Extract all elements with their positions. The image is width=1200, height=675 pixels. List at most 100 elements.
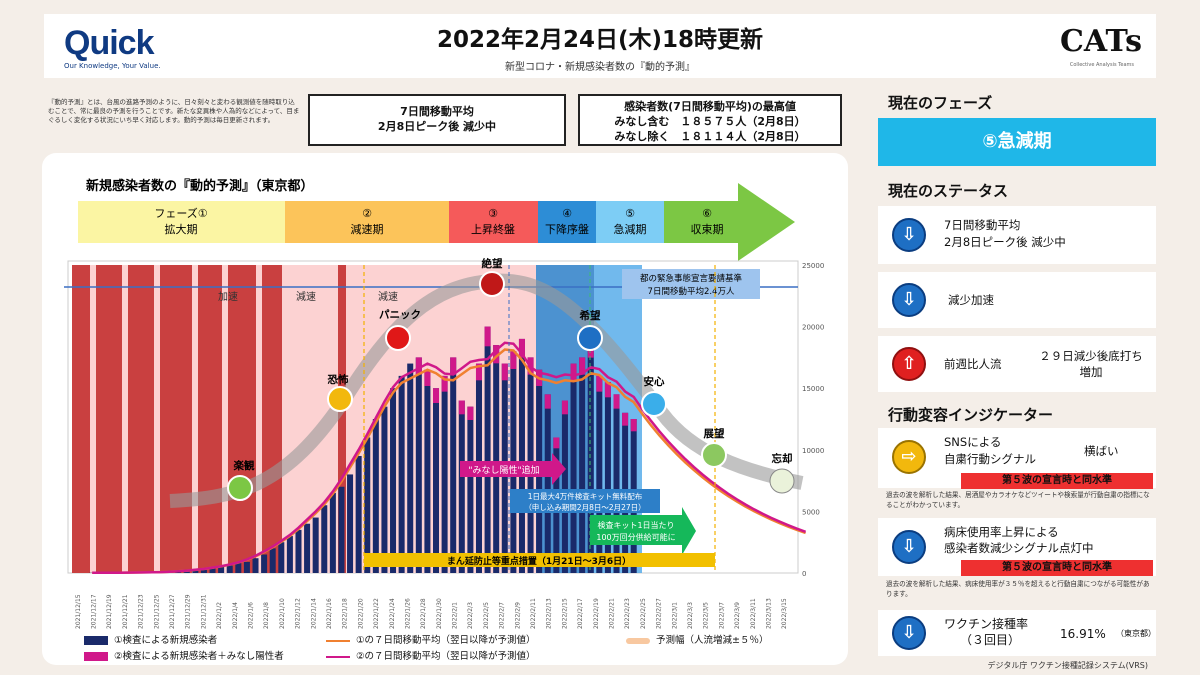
minashi-bar (458, 400, 465, 415)
x-tick-label: 2021/12/25 (153, 594, 160, 629)
x-tick-label: 2022/2/7 (499, 602, 506, 629)
label-hope: 希望 (579, 309, 601, 322)
case-bar (364, 437, 371, 573)
x-tick-label: 2022/3/1 (671, 602, 678, 629)
case-bar (355, 455, 362, 573)
indicator2-line2: 感染者数減少シグナル点灯中 (944, 541, 1094, 555)
phase-1-label: 拡大期 (165, 222, 198, 236)
x-tick-label: 2021/12/29 (185, 594, 192, 629)
x-tick-label: 2022/1/26 (404, 598, 411, 629)
phase-5-label: 急減期 (614, 222, 647, 236)
y-tick-label: 15000 (802, 385, 824, 393)
x-tick-label: 2022/3/15 (781, 598, 788, 629)
relief-marker (641, 391, 667, 417)
case-bar (209, 568, 216, 573)
case-bar (433, 388, 440, 573)
x-tick-label: 2022/1/10 (279, 598, 286, 629)
minashi-bar (467, 406, 474, 420)
minashi-bar (433, 388, 440, 403)
moving-average-line1: 7日間移動平均 (400, 105, 474, 118)
status-card-1: ⇩ 7日間移動平均 2月8日ピーク後 減少中 (878, 206, 1156, 264)
case-bar (587, 338, 594, 573)
case-bar (579, 357, 586, 573)
x-tick-label: 2021/12/17 (91, 594, 98, 629)
indicator1-value: 横ばい (1084, 444, 1119, 458)
status1-line1: 7日間移動平均 (944, 218, 1021, 232)
case-bar (261, 554, 268, 573)
legend-3: ①の７日間移動平均（翌日以降が予測値） (326, 632, 536, 646)
manen-bar (364, 553, 715, 567)
x-tick-label: 2022/1/18 (342, 598, 349, 629)
y-tick-label: 5000 (802, 508, 820, 516)
indicator2-line1: 病床使用率上昇による (944, 525, 1059, 539)
region-label-decel2: 減速 (378, 290, 398, 303)
description-text: 『動的予測』とは、台風の進路予測のように、日々刻々と変わる観測値を随時取り込むこ… (48, 98, 300, 124)
x-tick-label: 2022/1/28 (420, 598, 427, 629)
indicator1-note: 過去の波を解析した結果、居酒屋やカラオケなどツイートや検索量が行動自粛の指標にな… (886, 491, 1150, 509)
phase-2 (285, 201, 449, 243)
case-bar (458, 400, 465, 573)
phase-4 (538, 201, 596, 243)
phase-6-label: 収束期 (691, 223, 724, 236)
x-tick-label: 2022/3/11 (750, 598, 757, 629)
case-bar (381, 406, 388, 573)
status-card-3: ⇧ 前週比人流 ２９日減少後底打ち 増加 (878, 336, 1156, 392)
case-bar (286, 536, 293, 573)
case-bar (570, 363, 577, 573)
minashi-bar (450, 357, 457, 375)
status-card-2: ⇩ 減少加速 (878, 272, 1156, 328)
emergency-label: 都の緊急事態宣言要請基準 (640, 273, 743, 284)
down-arrow-icon: ⇩ (892, 530, 926, 564)
down-arrow-icon: ⇩ (892, 283, 926, 317)
x-tick-label: 2022/3/7 (718, 602, 725, 629)
phase-3 (449, 201, 538, 243)
outlook-marker (701, 442, 727, 468)
header-bar: Quick Our Knowledge, Your Value. 2022年2月… (44, 14, 1156, 78)
phase-5 (596, 201, 664, 243)
indicator1-line2: 自粛行動シグナル (944, 452, 1036, 466)
y-tick-label: 25000 (802, 262, 824, 270)
phase-2-label: 減速期 (351, 222, 384, 236)
status3-label: 前週比人流 (944, 357, 1002, 371)
case-bar (304, 523, 311, 573)
up-arrow-icon: ⇧ (892, 347, 926, 381)
label-optimism: 楽観 (233, 459, 255, 472)
page-title: 2022年2月24日(木)18時更新 (436, 27, 764, 53)
minashi-bar (475, 363, 482, 381)
x-tick-label: 2021/12/27 (169, 594, 176, 629)
phase-4-num: ④ (562, 207, 572, 220)
status1-line2: 2月8日ピーク後 減少中 (944, 235, 1066, 249)
vaccine-rate: 16.91% (1060, 627, 1106, 641)
x-tick-label: 2022/1/20 (357, 598, 364, 629)
minashi-bar (604, 382, 611, 398)
phase-1-num: フェーズ① (154, 206, 207, 220)
minashi-bar (570, 363, 577, 381)
case-bar (484, 326, 491, 573)
case-bar (312, 517, 319, 573)
x-tick-label: 2022/3/5 (703, 602, 710, 629)
x-tick-label: 2022/1/14 (310, 598, 317, 629)
x-tick-label: 2022/1/6 (248, 602, 255, 629)
kit-arrow (590, 507, 696, 555)
minashi-bar (424, 369, 431, 386)
accelerate-region (72, 265, 282, 573)
kit-label3: 検査キット1日当たり (597, 520, 674, 530)
x-tick-label: 2022/2/19 (593, 598, 600, 629)
case-bar (613, 394, 620, 573)
case-bar (278, 542, 285, 573)
case-bar (407, 363, 414, 573)
label-fear: 恐怖 (328, 373, 349, 386)
legend-1: ①検査による新規感染者 (84, 632, 217, 646)
minashi-bar (415, 357, 422, 375)
x-tick-label: 2022/1/22 (373, 598, 380, 629)
label-oblivion: 忘却 (772, 452, 793, 465)
x-tick-label: 2022/1/2 (216, 602, 223, 629)
peak-title: 感染者数(7日間移動平均)の最高値 (624, 100, 796, 113)
minashi-bar (441, 375, 448, 392)
case-bar (218, 566, 225, 573)
phase-heading: 現在のフェーズ (888, 94, 993, 112)
phase-3-num: ③ (488, 207, 498, 220)
phase-4-label: 下降序盤 (545, 222, 589, 236)
peak-incl: みなし含む １８５７５人（2月8日） (614, 115, 806, 128)
indicator1-line1: SNSによる (944, 435, 1002, 449)
